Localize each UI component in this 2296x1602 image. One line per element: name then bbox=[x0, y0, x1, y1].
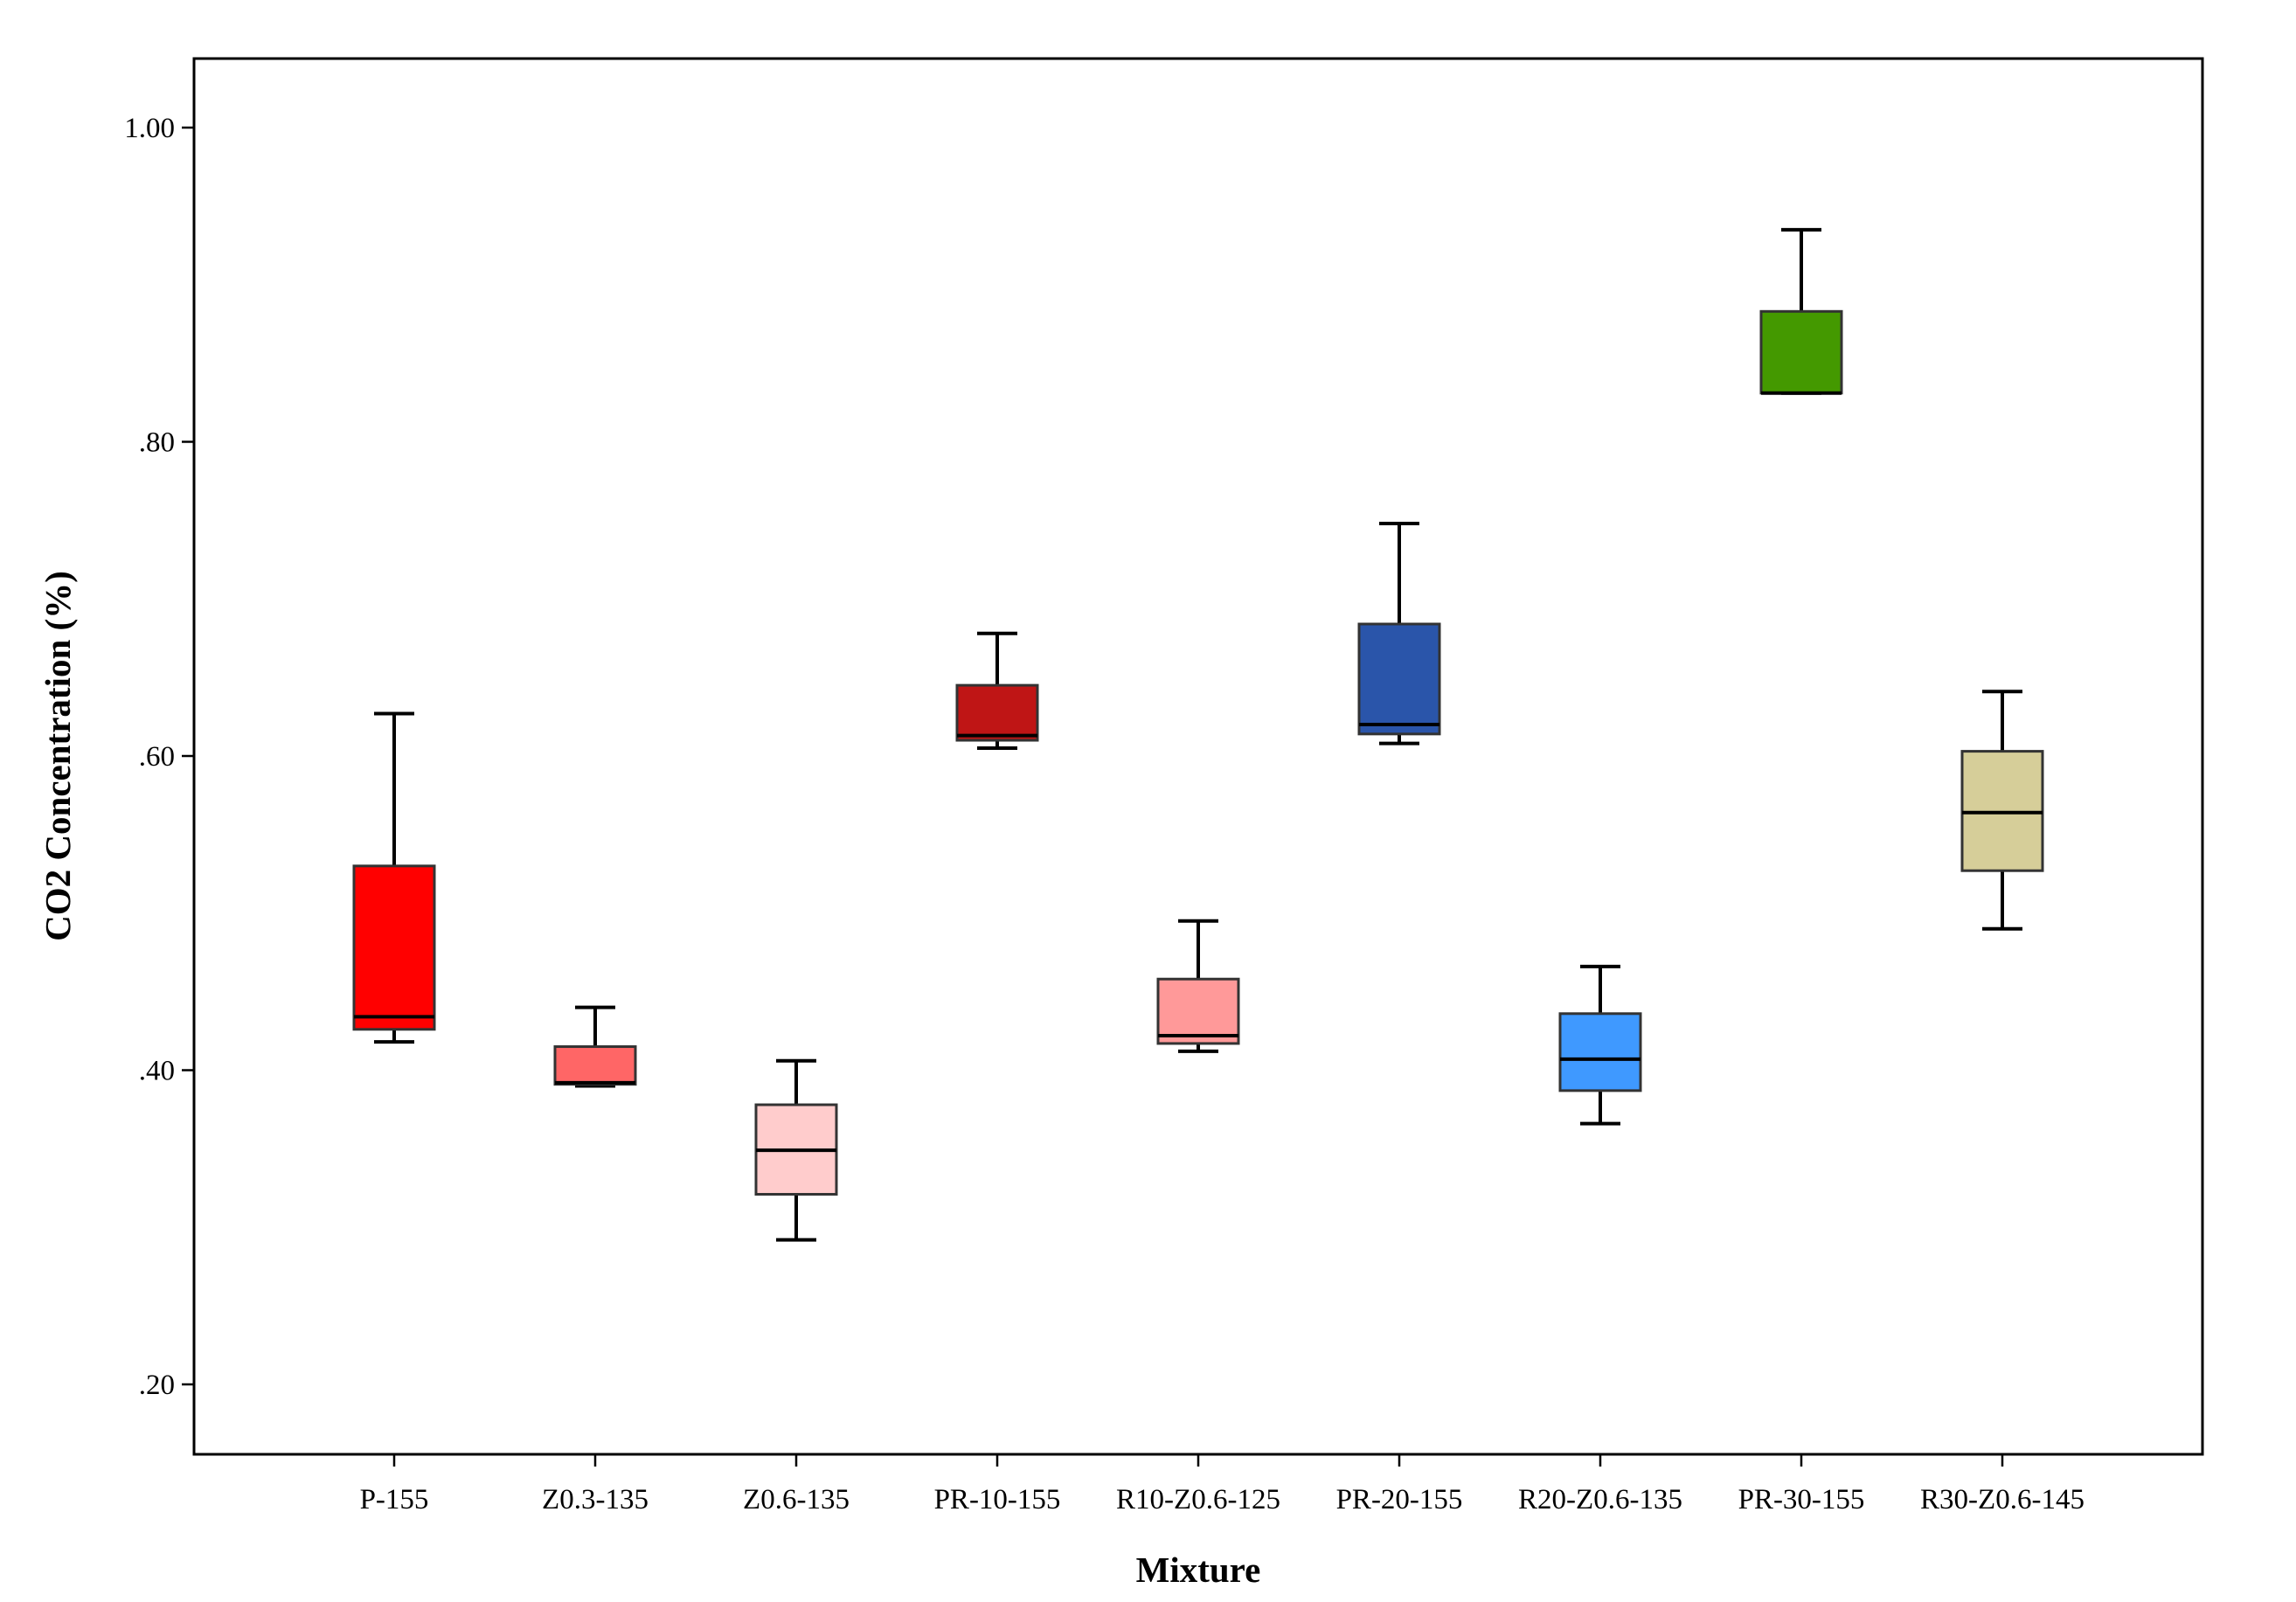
y-tick-label: .60 bbox=[139, 741, 175, 773]
x-tick-label: R10-Z0.6-125 bbox=[1116, 1484, 1280, 1515]
y-axis-title: CO2 Concentration (%) bbox=[38, 571, 78, 941]
y-tick-label: .40 bbox=[139, 1056, 175, 1087]
box-R10-Z0.6-125 bbox=[1156, 919, 1240, 1053]
x-tick-label: PR-10-155 bbox=[934, 1484, 1061, 1515]
box-P-155 bbox=[352, 711, 436, 1044]
iqr-box bbox=[1759, 309, 1843, 395]
iqr-box bbox=[955, 683, 1039, 742]
iqr-box bbox=[1357, 622, 1441, 736]
x-tick-label: Z0.6-135 bbox=[743, 1484, 850, 1515]
x-tick-label: P-155 bbox=[360, 1484, 429, 1515]
y-tick-label: 1.00 bbox=[124, 113, 175, 144]
iqr-box bbox=[1156, 977, 1240, 1045]
box-Z0.6-135 bbox=[754, 1058, 838, 1242]
box-R30-Z0.6-145 bbox=[1960, 690, 2044, 931]
iqr-box bbox=[352, 864, 436, 1031]
x-tick-label: PR-30-155 bbox=[1738, 1484, 1865, 1515]
x-tick-label: R20-Z0.6-135 bbox=[1518, 1484, 1682, 1515]
box-PR-30-155 bbox=[1759, 227, 1843, 395]
box-R20-Z0.6-135 bbox=[1558, 964, 1642, 1126]
box-PR-20-155 bbox=[1357, 521, 1441, 746]
x-tick-label: PR-20-155 bbox=[1336, 1484, 1463, 1515]
y-axis: .20 .40 .60 .80 1.00 bbox=[124, 113, 194, 1401]
box-series bbox=[352, 227, 2044, 1242]
x-tick-label: Z0.3-135 bbox=[542, 1484, 649, 1515]
y-tick-label: .80 bbox=[139, 427, 175, 459]
box-Z0.3-135 bbox=[553, 1005, 637, 1088]
x-tick-label: R30-Z0.6-145 bbox=[1920, 1484, 2084, 1515]
iqr-box bbox=[1558, 1012, 1642, 1092]
x-axis-title: Mixture bbox=[1136, 1550, 1261, 1590]
y-tick-label: .20 bbox=[139, 1370, 175, 1401]
iqr-box bbox=[553, 1045, 637, 1086]
plot-area-frame bbox=[192, 57, 2204, 1456]
x-axis: P-155 Z0.3-135 Z0.6-135 PR-10-155 R10-Z0.6-1… bbox=[360, 1454, 2084, 1515]
box-PR-10-155 bbox=[955, 631, 1039, 751]
